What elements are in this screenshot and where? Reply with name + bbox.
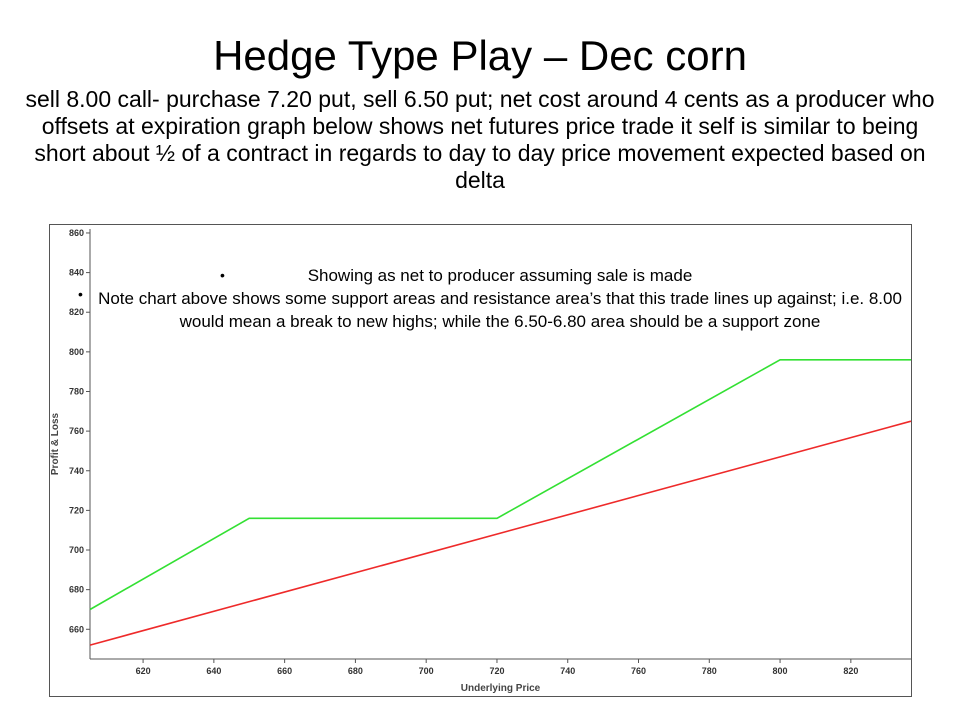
y-axis-label: Profit & Loss: [50, 412, 61, 475]
x-tick-label: 640: [206, 666, 221, 676]
x-tick-label: 660: [277, 666, 292, 676]
x-tick-label: 740: [560, 666, 575, 676]
slide-title: Hedge Type Play – Dec corn: [213, 32, 747, 79]
y-tick-label: 720: [69, 505, 84, 515]
x-axis-label: Underlying Price: [461, 683, 541, 694]
x-tick-label: 620: [136, 666, 151, 676]
x-tick-label: 780: [702, 666, 717, 676]
y-tick-label: 740: [69, 466, 84, 476]
chart-notes: • Showing as net to producer assuming sa…: [78, 264, 910, 333]
y-tick-label: 660: [69, 624, 84, 634]
y-tick-label: 760: [69, 426, 84, 436]
y-tick-label: 780: [69, 386, 84, 396]
x-tick-label: 760: [631, 666, 646, 676]
slide-subtitle: sell 8.00 call- purchase 7.20 put, sell …: [25, 86, 935, 193]
x-tick-label: 680: [348, 666, 363, 676]
x-tick-label: 820: [843, 666, 858, 676]
x-tick-label: 720: [489, 666, 504, 676]
hedge-payoff-line: [89, 359, 911, 611]
note-item: • Note chart above shows some support ar…: [78, 286, 910, 333]
y-tick-label: 820: [69, 307, 84, 317]
note-item: • Showing as net to producer assuming sa…: [90, 264, 910, 287]
y-tick-label: 800: [69, 347, 84, 357]
y-tick-label: 680: [69, 585, 84, 595]
y-tick-label: 700: [69, 545, 84, 555]
futures-price-line: [89, 420, 912, 646]
bullet-dot: •: [220, 267, 225, 283]
hedge-payoff-chart: 660 680 700 720 740 760 780 800 820 840 860 620 640 6…: [50, 228, 912, 694]
y-tick-label: 840: [69, 268, 84, 278]
x-tick-label: 800: [773, 666, 788, 676]
bullet-dot: •: [78, 286, 83, 302]
y-tick-label: 860: [69, 228, 84, 238]
note-text: Showing as net to producer assuming sale…: [307, 266, 693, 285]
x-tick-label: 700: [419, 666, 434, 676]
note-text: Note chart above shows some support area…: [98, 289, 902, 331]
